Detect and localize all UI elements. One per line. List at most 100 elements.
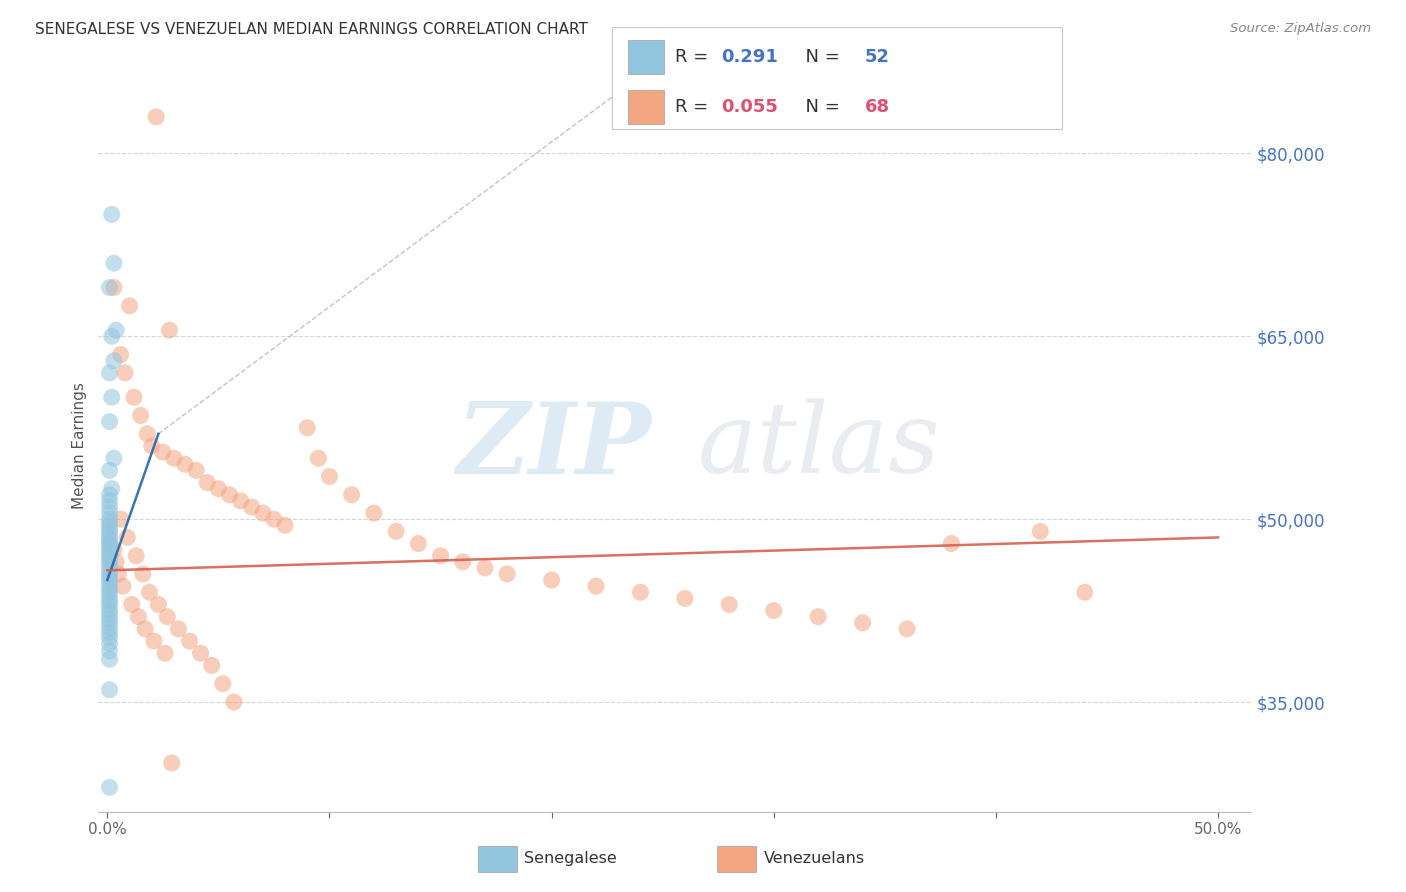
- Point: [103, 353, 125, 368]
- Point: [98, 563, 121, 577]
- Point: [98, 463, 121, 477]
- Point: [98, 366, 121, 380]
- Point: [98, 621, 121, 635]
- Point: [363, 506, 385, 520]
- Point: [98, 516, 121, 530]
- Point: [98, 540, 121, 554]
- Point: [125, 549, 148, 563]
- Point: [263, 512, 285, 526]
- Point: [156, 609, 179, 624]
- Point: [673, 591, 696, 606]
- Point: [252, 506, 274, 520]
- Point: [211, 677, 233, 691]
- Point: [110, 512, 132, 526]
- Point: [98, 534, 121, 549]
- Text: atlas: atlas: [697, 399, 941, 493]
- Point: [201, 658, 224, 673]
- Point: [98, 595, 121, 609]
- Point: [98, 574, 121, 589]
- Point: [98, 415, 121, 429]
- Point: [408, 536, 430, 550]
- Point: [496, 567, 519, 582]
- Point: [134, 622, 156, 636]
- Point: [762, 604, 785, 618]
- Point: [127, 609, 149, 624]
- Point: [540, 573, 562, 587]
- Point: [103, 256, 125, 270]
- Point: [98, 558, 121, 573]
- Point: [318, 469, 340, 483]
- Text: Senegalese: Senegalese: [524, 852, 617, 866]
- Point: [98, 551, 121, 566]
- Point: [118, 299, 141, 313]
- Point: [110, 348, 132, 362]
- Point: [98, 567, 121, 582]
- Point: [98, 607, 121, 622]
- Point: [98, 631, 121, 645]
- Point: [807, 609, 830, 624]
- Point: [174, 458, 197, 472]
- Point: [98, 544, 121, 558]
- Text: R =: R =: [675, 98, 714, 116]
- Point: [207, 482, 229, 496]
- Point: [159, 323, 181, 337]
- Text: 68: 68: [865, 98, 890, 116]
- Point: [297, 421, 319, 435]
- Point: [98, 488, 121, 502]
- Point: [186, 463, 208, 477]
- Point: [100, 390, 122, 404]
- Point: [103, 542, 125, 557]
- Point: [122, 390, 145, 404]
- Point: [105, 323, 128, 337]
- Point: [852, 615, 875, 630]
- Text: SENEGALESE VS VENEZUELAN MEDIAN EARNINGS CORRELATION CHART: SENEGALESE VS VENEZUELAN MEDIAN EARNINGS…: [35, 22, 588, 37]
- Point: [98, 604, 121, 618]
- Point: [98, 571, 121, 585]
- Point: [1029, 524, 1052, 539]
- Point: [103, 280, 125, 294]
- Point: [98, 506, 121, 520]
- Point: [117, 530, 139, 544]
- Point: [132, 567, 155, 582]
- Point: [98, 548, 121, 562]
- Point: [105, 555, 128, 569]
- Point: [98, 625, 121, 640]
- Point: [138, 585, 160, 599]
- Point: [429, 549, 451, 563]
- Point: [98, 636, 121, 650]
- Point: [229, 494, 252, 508]
- Point: [179, 634, 201, 648]
- Point: [98, 615, 121, 630]
- Y-axis label: Median Earnings: Median Earnings: [72, 383, 87, 509]
- Point: [98, 526, 121, 541]
- Point: [896, 622, 918, 636]
- Point: [111, 579, 134, 593]
- Point: [98, 599, 121, 613]
- Point: [98, 780, 121, 795]
- Point: [474, 561, 496, 575]
- Point: [98, 682, 121, 697]
- Point: [153, 646, 176, 660]
- Point: [190, 646, 212, 660]
- Point: [274, 518, 297, 533]
- Point: [100, 207, 122, 221]
- Point: [100, 482, 122, 496]
- Text: ZIP: ZIP: [457, 398, 652, 494]
- Point: [98, 530, 121, 544]
- Point: [98, 519, 121, 533]
- Point: [98, 579, 121, 593]
- Point: [152, 445, 174, 459]
- Point: [340, 488, 363, 502]
- Point: [145, 110, 167, 124]
- Text: Venezuelans: Venezuelans: [763, 852, 865, 866]
- Point: [98, 582, 121, 597]
- Text: 52: 52: [865, 48, 890, 66]
- Point: [98, 512, 121, 526]
- Point: [222, 695, 245, 709]
- Point: [98, 500, 121, 514]
- Point: [385, 524, 408, 539]
- Point: [160, 756, 183, 770]
- Text: Source: ZipAtlas.com: Source: ZipAtlas.com: [1230, 22, 1371, 36]
- Text: N =: N =: [794, 98, 846, 116]
- Point: [142, 634, 165, 648]
